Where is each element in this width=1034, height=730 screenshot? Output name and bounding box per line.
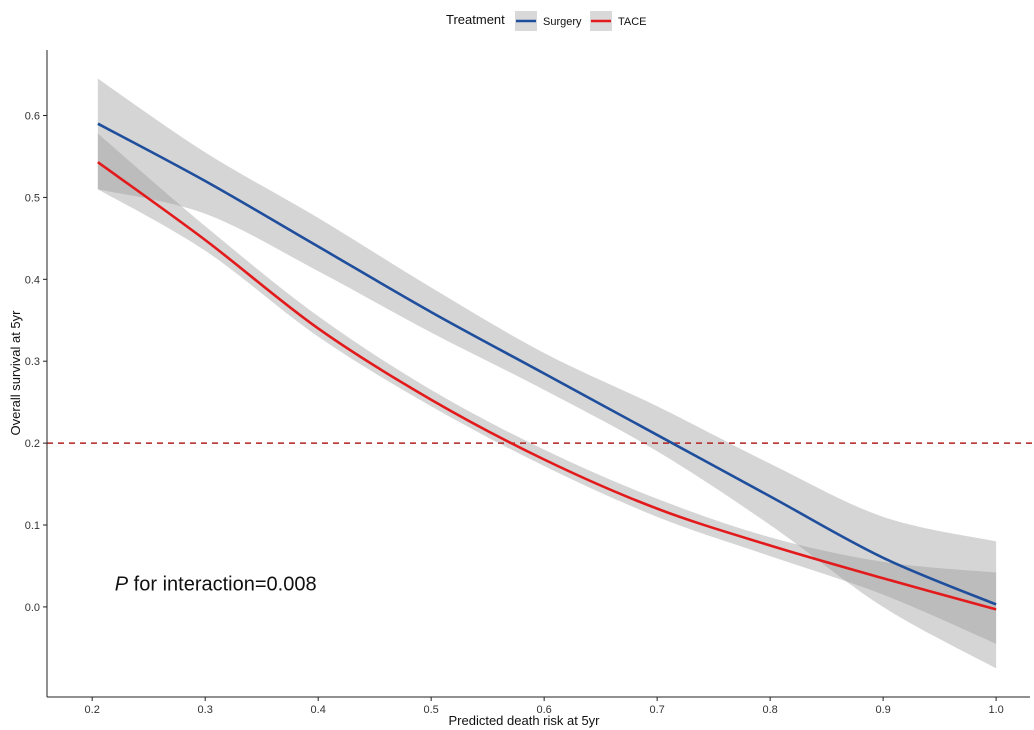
legend: Treatment Surgery TACE <box>446 11 647 31</box>
y-tick-label: 0.4 <box>25 274 40 286</box>
x-axis-ticks: 0.2 0.3 0.4 0.5 0.6 0.7 0.8 0.9 1.0 <box>85 697 1004 716</box>
x-tick-label: 1.0 <box>988 704 1003 716</box>
x-tick-label: 0.7 <box>649 704 664 716</box>
interaction-p-value-annotation: P for interaction=0.008 <box>115 574 317 596</box>
x-tick-label: 0.9 <box>875 704 890 716</box>
x-axis-title: Predicted death risk at 5yr <box>448 713 600 728</box>
annotation-text: for interaction=0.008 <box>128 574 316 596</box>
confidence-bands <box>97 78 997 669</box>
x-tick-label: 0.2 <box>85 704 100 716</box>
x-tick-label: 0.6 <box>537 704 552 716</box>
x-tick-label: 0.3 <box>198 704 213 716</box>
y-tick-label: 0.6 <box>25 111 40 123</box>
y-axis-ticks: 0.0 0.1 0.2 0.3 0.4 0.5 0.6 <box>25 111 47 614</box>
legend-label-tace: TACE <box>618 16 647 28</box>
y-tick-label: 0.1 <box>25 520 40 532</box>
series-line-surgery <box>97 122 997 606</box>
ci-band-surgery <box>97 78 997 669</box>
x-tick-label: 0.8 <box>762 704 777 716</box>
x-tick-label: 0.4 <box>311 704 326 716</box>
series-lines <box>97 122 997 611</box>
x-tick-label: 0.5 <box>424 704 439 716</box>
y-tick-label: 0.2 <box>25 438 40 450</box>
legend-title: Treatment <box>446 12 505 27</box>
legend-label-surgery: Surgery <box>543 16 582 28</box>
y-tick-label: 0.0 <box>25 602 40 614</box>
annotation-italic-p: P <box>115 574 129 596</box>
series-line-tace <box>97 161 997 611</box>
y-tick-label: 0.3 <box>25 356 40 368</box>
y-tick-label: 0.5 <box>25 192 40 204</box>
ci-band-tace <box>97 133 997 644</box>
y-axis-title: Overall survival at 5yr <box>8 310 23 436</box>
